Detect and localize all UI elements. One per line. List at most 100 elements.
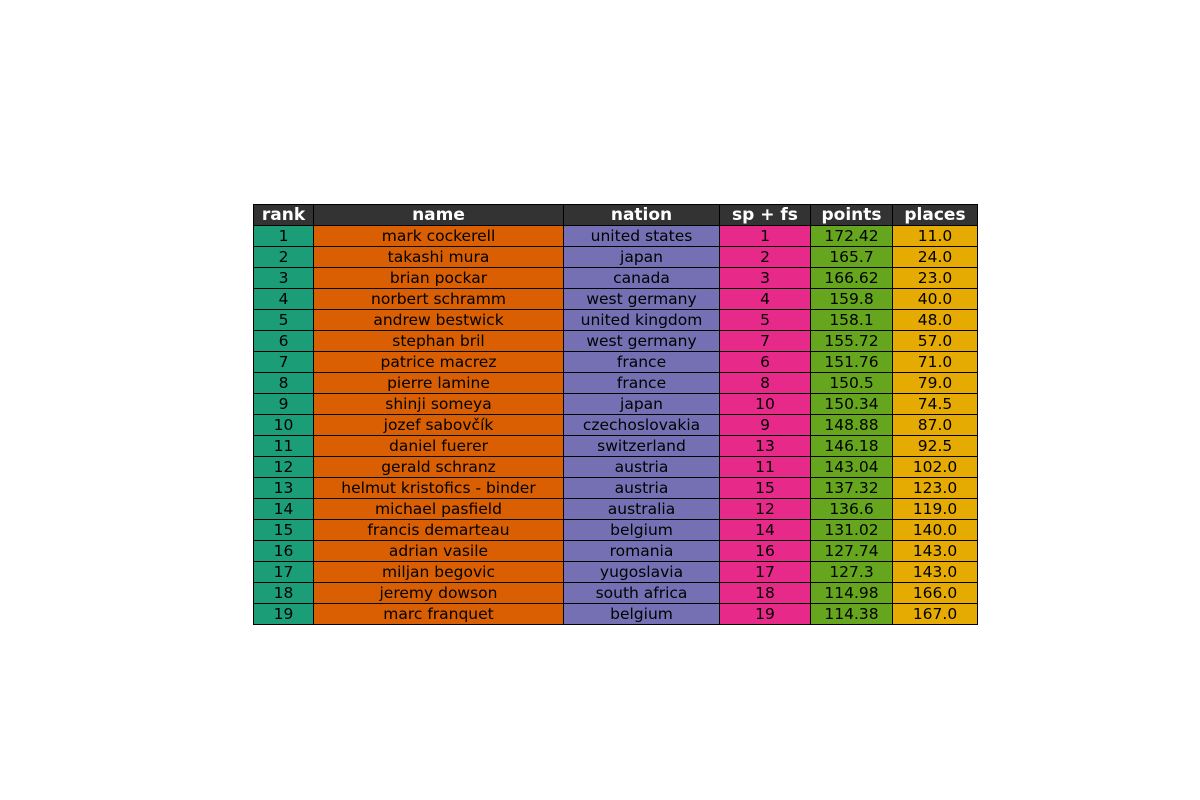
header-name: name bbox=[313, 204, 564, 226]
nation-cell: japan bbox=[563, 393, 720, 415]
points-cell: 172.42 bbox=[810, 225, 893, 247]
table-row: 8 pierre lamine france 8 150.5 79.0 bbox=[253, 372, 978, 394]
header-points: points bbox=[810, 204, 893, 226]
rank-cell: 3 bbox=[253, 267, 314, 289]
points-cell: 155.72 bbox=[810, 330, 893, 352]
table-body: 1 mark cockerell united states 1 172.42 11.0 2… bbox=[253, 225, 978, 625]
name-cell: helmut kristofics - binder bbox=[313, 477, 564, 499]
nation-cell: united kingdom bbox=[563, 309, 720, 331]
table-row: 16 adrian vasile romania 16 127.74 143.0 bbox=[253, 540, 978, 562]
sp-fs-cell: 2 bbox=[719, 246, 811, 268]
places-cell: 74.5 bbox=[892, 393, 978, 415]
sp-fs-cell: 6 bbox=[719, 351, 811, 373]
points-cell: 158.1 bbox=[810, 309, 893, 331]
points-cell: 114.98 bbox=[810, 582, 893, 604]
table-row: 3 brian pockar canada 3 166.62 23.0 bbox=[253, 267, 978, 289]
places-cell: 57.0 bbox=[892, 330, 978, 352]
header-rank: rank bbox=[253, 204, 314, 226]
rank-cell: 15 bbox=[253, 519, 314, 541]
nation-cell: switzerland bbox=[563, 435, 720, 457]
points-cell: 137.32 bbox=[810, 477, 893, 499]
points-cell: 150.34 bbox=[810, 393, 893, 415]
places-cell: 92.5 bbox=[892, 435, 978, 457]
table-row: 4 norbert schramm west germany 4 159.8 40.0 bbox=[253, 288, 978, 310]
points-cell: 114.38 bbox=[810, 603, 893, 625]
rank-cell: 17 bbox=[253, 561, 314, 583]
header-sp-fs: sp + fs bbox=[719, 204, 811, 226]
sp-fs-cell: 12 bbox=[719, 498, 811, 520]
rank-cell: 16 bbox=[253, 540, 314, 562]
places-cell: 143.0 bbox=[892, 540, 978, 562]
rank-cell: 14 bbox=[253, 498, 314, 520]
sp-fs-cell: 14 bbox=[719, 519, 811, 541]
nation-cell: austria bbox=[563, 477, 720, 499]
places-cell: 166.0 bbox=[892, 582, 978, 604]
table-row: 14 michael pasfield australia 12 136.6 119.0 bbox=[253, 498, 978, 520]
header-nation: nation bbox=[563, 204, 720, 226]
points-cell: 127.3 bbox=[810, 561, 893, 583]
nation-cell: romania bbox=[563, 540, 720, 562]
table-row: 12 gerald schranz austria 11 143.04 102.0 bbox=[253, 456, 978, 478]
nation-cell: west germany bbox=[563, 330, 720, 352]
results-table-container: rank name nation sp + fs points places 1… bbox=[253, 204, 978, 625]
table-row: 15 francis demarteau belgium 14 131.02 140.0 bbox=[253, 519, 978, 541]
nation-cell: yugoslavia bbox=[563, 561, 720, 583]
nation-cell: south africa bbox=[563, 582, 720, 604]
name-cell: miljan begovic bbox=[313, 561, 564, 583]
nation-cell: belgium bbox=[563, 519, 720, 541]
name-cell: michael pasfield bbox=[313, 498, 564, 520]
sp-fs-cell: 18 bbox=[719, 582, 811, 604]
points-cell: 127.74 bbox=[810, 540, 893, 562]
nation-cell: austria bbox=[563, 456, 720, 478]
rank-cell: 6 bbox=[253, 330, 314, 352]
nation-cell: czechoslovakia bbox=[563, 414, 720, 436]
nation-cell: belgium bbox=[563, 603, 720, 625]
sp-fs-cell: 16 bbox=[719, 540, 811, 562]
places-cell: 167.0 bbox=[892, 603, 978, 625]
places-cell: 23.0 bbox=[892, 267, 978, 289]
rank-cell: 11 bbox=[253, 435, 314, 457]
places-cell: 71.0 bbox=[892, 351, 978, 373]
table-row: 5 andrew bestwick united kingdom 5 158.1 48.0 bbox=[253, 309, 978, 331]
nation-cell: united states bbox=[563, 225, 720, 247]
sp-fs-cell: 1 bbox=[719, 225, 811, 247]
sp-fs-cell: 7 bbox=[719, 330, 811, 352]
nation-cell: japan bbox=[563, 246, 720, 268]
sp-fs-cell: 13 bbox=[719, 435, 811, 457]
rank-cell: 12 bbox=[253, 456, 314, 478]
sp-fs-cell: 11 bbox=[719, 456, 811, 478]
table-row: 10 jozef sabovčík czechoslovakia 9 148.88 87.… bbox=[253, 414, 978, 436]
rank-cell: 1 bbox=[253, 225, 314, 247]
places-cell: 11.0 bbox=[892, 225, 978, 247]
table-row: 7 patrice macrez france 6 151.76 71.0 bbox=[253, 351, 978, 373]
rank-cell: 19 bbox=[253, 603, 314, 625]
name-cell: daniel fuerer bbox=[313, 435, 564, 457]
points-cell: 151.76 bbox=[810, 351, 893, 373]
points-cell: 136.6 bbox=[810, 498, 893, 520]
rank-cell: 5 bbox=[253, 309, 314, 331]
name-cell: mark cockerell bbox=[313, 225, 564, 247]
sp-fs-cell: 9 bbox=[719, 414, 811, 436]
nation-cell: france bbox=[563, 351, 720, 373]
name-cell: adrian vasile bbox=[313, 540, 564, 562]
table-row: 13 helmut kristofics - binder austria 15 137… bbox=[253, 477, 978, 499]
sp-fs-cell: 5 bbox=[719, 309, 811, 331]
points-cell: 165.7 bbox=[810, 246, 893, 268]
name-cell: brian pockar bbox=[313, 267, 564, 289]
sp-fs-cell: 15 bbox=[719, 477, 811, 499]
places-cell: 48.0 bbox=[892, 309, 978, 331]
name-cell: jeremy dowson bbox=[313, 582, 564, 604]
places-cell: 79.0 bbox=[892, 372, 978, 394]
table-row: 6 stephan bril west germany 7 155.72 57.0 bbox=[253, 330, 978, 352]
sp-fs-cell: 10 bbox=[719, 393, 811, 415]
points-cell: 159.8 bbox=[810, 288, 893, 310]
nation-cell: australia bbox=[563, 498, 720, 520]
rank-cell: 4 bbox=[253, 288, 314, 310]
places-cell: 140.0 bbox=[892, 519, 978, 541]
rank-cell: 7 bbox=[253, 351, 314, 373]
sp-fs-cell: 3 bbox=[719, 267, 811, 289]
places-cell: 40.0 bbox=[892, 288, 978, 310]
table-row: 2 takashi mura japan 2 165.7 24.0 bbox=[253, 246, 978, 268]
points-cell: 143.04 bbox=[810, 456, 893, 478]
points-cell: 166.62 bbox=[810, 267, 893, 289]
